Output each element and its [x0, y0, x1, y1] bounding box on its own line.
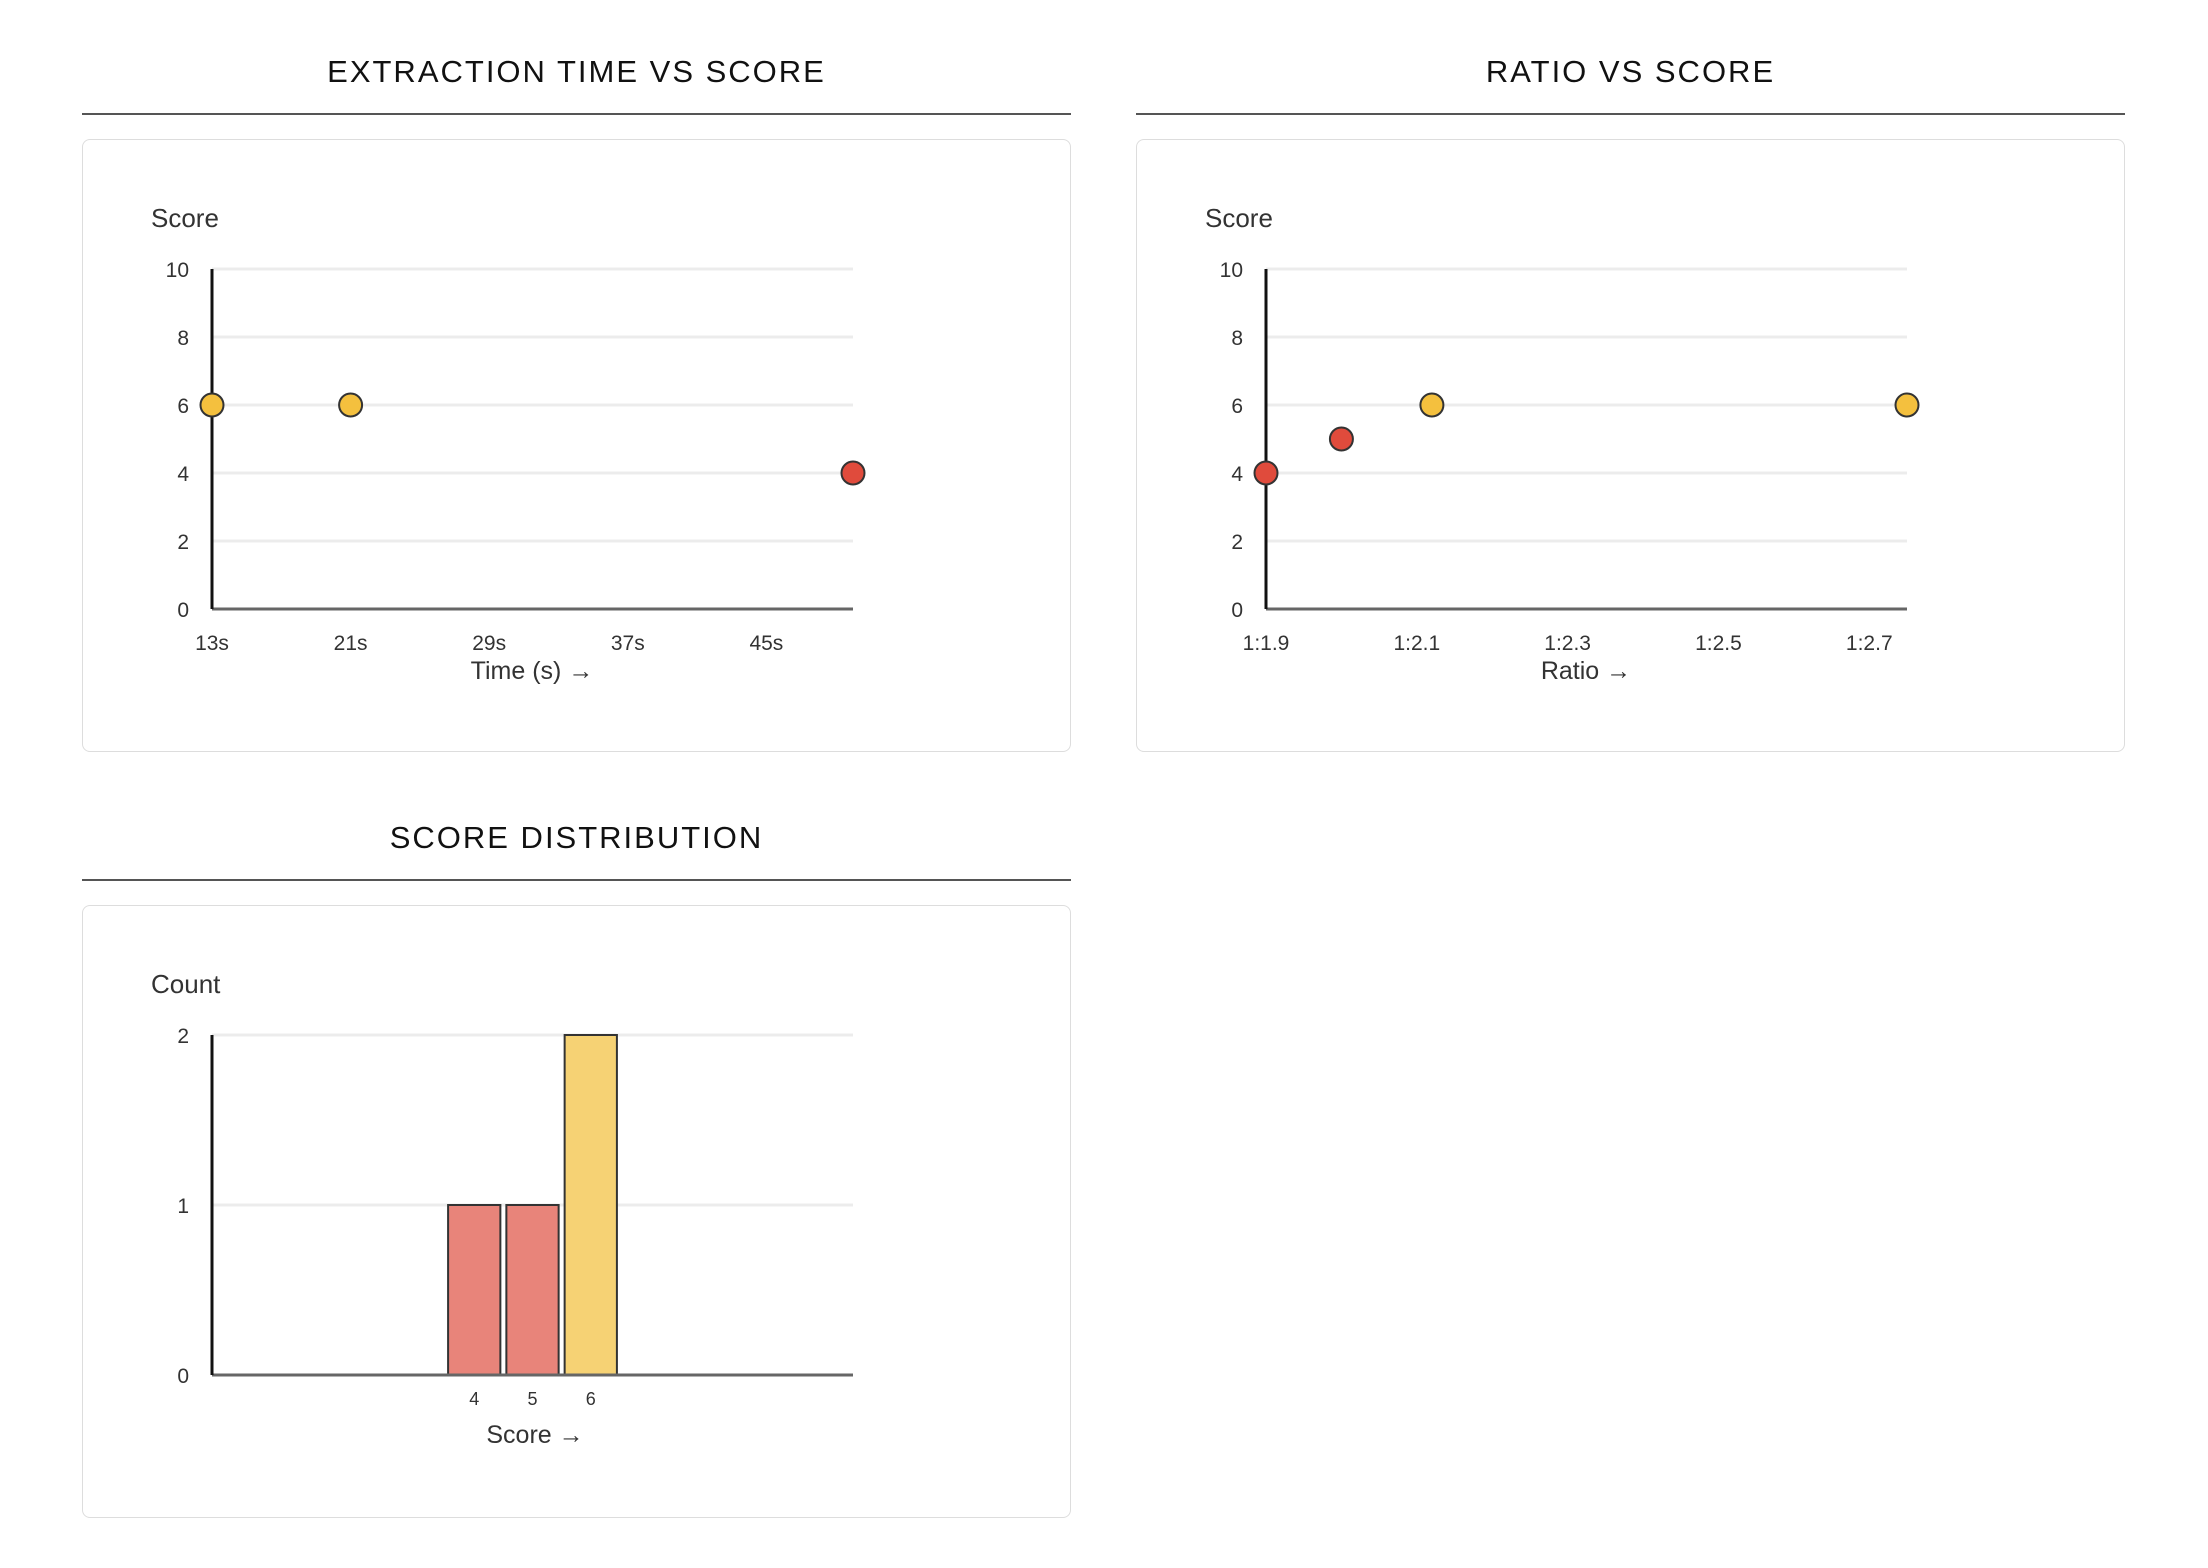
- divider: [1136, 113, 2125, 115]
- chart-card: Score Time (s) → 0 2 4 6 8 10 13s 21s 29s 37s 45s: [82, 139, 1071, 752]
- bar: [505, 1204, 560, 1376]
- y-axis-title: Count: [151, 969, 221, 999]
- x-tick-label: 1:1.9: [1243, 632, 1290, 655]
- data-point: [1253, 460, 1279, 486]
- x-axis-title: Ratio →: [1541, 657, 1631, 685]
- data-point: [1419, 392, 1445, 418]
- data-point: [199, 392, 225, 418]
- chart-card: Score Ratio → 0 2 4 6 8 10 1:1.9 1:2.1 1:2.3 1:2.…: [1136, 139, 2125, 752]
- x-tick-label: 1:2.7: [1846, 632, 1893, 655]
- y-tick-label: 4: [1231, 463, 1243, 486]
- divider: [82, 879, 1071, 881]
- y-tick-label: 2: [1231, 531, 1243, 554]
- data-point: [1894, 392, 1920, 418]
- x-tick-label: 45s: [749, 632, 783, 655]
- x-tick-label: 1:2.3: [1544, 632, 1591, 655]
- y-tick-label: 2: [177, 1025, 189, 1048]
- x-axis-title: Score →: [486, 1421, 583, 1449]
- y-tick-label: 0: [1231, 599, 1243, 622]
- x-tick-label: 1:2.5: [1695, 632, 1742, 655]
- y-axis-title: Score: [1205, 203, 1273, 233]
- x-tick-label: 6: [586, 1389, 596, 1409]
- y-tick-label: 4: [177, 463, 189, 486]
- y-tick-label: 8: [177, 327, 189, 350]
- divider: [82, 113, 1071, 115]
- data-point: [338, 392, 364, 418]
- y-tick-label: 0: [177, 1365, 189, 1388]
- scatter-chart: Score Time (s) → 0 2 4 6 8 10 13s 21s 29s 37s 45s: [151, 203, 866, 685]
- bar: [447, 1204, 502, 1376]
- y-tick-label: 10: [1220, 259, 1243, 282]
- y-tick-label: 1: [177, 1195, 189, 1218]
- chart-card: Count Score → 0 1 2 4 5 6: [82, 905, 1071, 1518]
- bar: [563, 1034, 618, 1376]
- x-tick-label: 21s: [334, 632, 368, 655]
- x-tick-label: 4: [469, 1389, 479, 1409]
- x-tick-label: 37s: [611, 632, 645, 655]
- chart-title: RATIO VS SCORE: [1485, 54, 1776, 89]
- y-tick-label: 8: [1231, 327, 1243, 350]
- y-tick-label: 0: [177, 599, 189, 622]
- bar-chart: Count Score → 0 1 2 4 5 6: [151, 969, 853, 1449]
- x-tick-label: 5: [527, 1389, 537, 1409]
- y-tick-label: 6: [1231, 395, 1243, 418]
- x-tick-label: 13s: [195, 632, 229, 655]
- x-axis-title: Time (s) →: [471, 657, 594, 685]
- scatter-chart: Score Ratio → 0 2 4 6 8 10 1:1.9 1:2.1 1:2.3 1:2.…: [1205, 203, 1920, 685]
- chart-title: SCORE DISTRIBUTION: [389, 820, 764, 855]
- data-point: [1328, 426, 1354, 452]
- y-axis-title: Score: [151, 203, 219, 233]
- chart-title: EXTRACTION TIME VS SCORE: [327, 54, 826, 89]
- y-tick-label: 6: [177, 395, 189, 418]
- x-tick-label: 1:2.1: [1393, 632, 1440, 655]
- y-tick-label: 2: [177, 531, 189, 554]
- x-tick-label: 29s: [472, 632, 506, 655]
- data-point: [840, 460, 866, 486]
- y-tick-label: 10: [166, 259, 189, 282]
